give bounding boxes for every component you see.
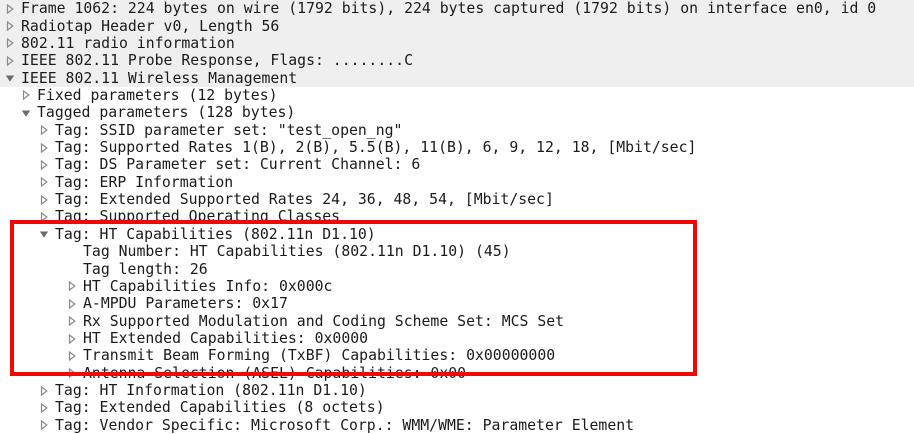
tree-row-label: A-MPDU Parameters: 0x17 bbox=[83, 295, 288, 313]
expander-collapsed-icon[interactable] bbox=[4, 54, 21, 67]
tree-row-label: Tag length: 26 bbox=[83, 260, 208, 278]
tree-row[interactable]: Tag: DS Parameter set: Current Channel: … bbox=[0, 156, 914, 173]
tree-row-label: Tag: Extended Capabilities (8 octets) bbox=[55, 399, 385, 417]
tree-row[interactable]: Tag: ERP Information bbox=[0, 174, 914, 191]
expander-expanded-icon[interactable] bbox=[38, 228, 55, 241]
tree-row[interactable]: Tag: Vendor Specific: Microsoft Corp.: W… bbox=[0, 417, 914, 434]
tree-row[interactable]: HT Capabilities Info: 0x000c bbox=[0, 278, 914, 295]
expander-collapsed-icon[interactable] bbox=[66, 332, 83, 345]
tree-row[interactable]: Tag: SSID parameter set: "test_open_ng" bbox=[0, 122, 914, 139]
expander-collapsed-icon[interactable] bbox=[38, 158, 55, 171]
tree-row[interactable]: Tag: HT Information (802.11n D1.10) bbox=[0, 382, 914, 399]
tree-row-label: Radiotap Header v0, Length 56 bbox=[21, 17, 280, 35]
tree-row[interactable]: Tag: Supported Operating Classes bbox=[0, 208, 914, 225]
tree-row-label: HT Extended Capabilities: 0x0000 bbox=[83, 330, 369, 347]
tree-row[interactable]: Antenna Selection (ASEL) Capabilities: 0… bbox=[0, 365, 914, 382]
expander-collapsed-icon[interactable] bbox=[4, 2, 21, 15]
tree-row-label: Fixed parameters (12 bytes) bbox=[37, 86, 278, 104]
expander-collapsed-icon[interactable] bbox=[66, 367, 83, 380]
tree-row-label: 802.11 radio information bbox=[21, 34, 235, 52]
tree-row[interactable]: Tag Number: HT Capabilities (802.11n D1.… bbox=[0, 243, 914, 260]
tree-row[interactable]: Transmit Beam Forming (TxBF) Capabilitie… bbox=[0, 347, 914, 364]
tree-row-label: Tag: Supported Operating Classes bbox=[55, 208, 341, 226]
tree-row-label: Tag: Vendor Specific: Microsoft Corp.: W… bbox=[55, 416, 635, 434]
tree-row[interactable]: Fixed parameters (12 bytes) bbox=[0, 87, 914, 104]
tree-row-label: IEEE 802.11 Probe Response, Flags: .....… bbox=[21, 52, 413, 70]
expander-expanded-icon[interactable] bbox=[20, 106, 37, 119]
tree-row[interactable]: IEEE 802.11 Wireless Management bbox=[0, 69, 914, 87]
tree-row-label: Tag: ERP Information bbox=[55, 173, 234, 191]
tree-row[interactable]: 802.11 radio information bbox=[0, 34, 914, 53]
expander-expanded-icon[interactable] bbox=[4, 72, 21, 85]
expander-collapsed-icon[interactable] bbox=[66, 297, 83, 310]
tree-row[interactable]: IEEE 802.11 Probe Response, Flags: .....… bbox=[0, 52, 914, 70]
tree-row[interactable]: Tag: HT Capabilities (802.11n D1.10) bbox=[0, 226, 914, 243]
tree-row-label: Transmit Beam Forming (TxBF) Capabilitie… bbox=[83, 347, 556, 365]
tree-row-label: Tag: Extended Supported Rates 24, 36, 48… bbox=[55, 191, 554, 209]
tree-row[interactable]: Tag: Extended Capabilities (8 octets) bbox=[0, 399, 914, 416]
expander-collapsed-icon[interactable] bbox=[38, 141, 55, 154]
tree-row-label: Tag: SSID parameter set: "test_open_ng" bbox=[55, 121, 403, 139]
expander-collapsed-icon[interactable] bbox=[4, 20, 21, 33]
expander-collapsed-icon[interactable] bbox=[4, 37, 21, 50]
tree-row-label: Tag: DS Parameter set: Current Channel: … bbox=[55, 156, 421, 174]
expander-collapsed-icon[interactable] bbox=[38, 210, 55, 223]
tree-row[interactable]: Frame 1062: 224 bytes on wire (1792 bits… bbox=[0, 0, 914, 18]
tree-row-label: Antenna Selection (ASEL) Capabilities: 0… bbox=[83, 364, 467, 382]
expander-collapsed-icon[interactable] bbox=[38, 384, 55, 397]
tree-row-label: Frame 1062: 224 bytes on wire (1792 bits… bbox=[21, 0, 877, 18]
tree-row[interactable]: Tag: Supported Rates 1(B), 2(B), 5.5(B),… bbox=[0, 139, 914, 156]
tree-row-label: Tagged parameters (128 bytes) bbox=[37, 104, 296, 122]
expander-collapsed-icon[interactable] bbox=[20, 89, 37, 102]
tree-row[interactable]: Tag: Extended Supported Rates 24, 36, 48… bbox=[0, 191, 914, 208]
expander-collapsed-icon[interactable] bbox=[38, 176, 55, 189]
expander-spacer bbox=[66, 263, 83, 276]
expander-collapsed-icon[interactable] bbox=[38, 401, 55, 414]
expander-collapsed-icon[interactable] bbox=[38, 124, 55, 137]
tree-row[interactable]: Tagged parameters (128 bytes) bbox=[0, 104, 914, 121]
tree-row-label: HT Capabilities Info: 0x000c bbox=[83, 277, 333, 295]
tree-row-label: Tag Number: HT Capabilities (802.11n D1.… bbox=[83, 243, 511, 261]
tree-row-label: IEEE 802.11 Wireless Management bbox=[21, 69, 298, 87]
tree-row-label: Tag: HT Capabilities (802.11n D1.10) bbox=[55, 225, 376, 243]
tree-row[interactable]: HT Extended Capabilities: 0x0000 bbox=[0, 330, 914, 347]
expander-collapsed-icon[interactable] bbox=[38, 419, 55, 432]
expander-spacer bbox=[66, 245, 83, 258]
tree-row[interactable]: Tag length: 26 bbox=[0, 260, 914, 278]
expander-collapsed-icon[interactable] bbox=[66, 280, 83, 293]
tree-row-label: Tag: Supported Rates 1(B), 2(B), 5.5(B),… bbox=[55, 139, 697, 157]
expander-collapsed-icon[interactable] bbox=[38, 193, 55, 206]
expander-collapsed-icon[interactable] bbox=[66, 315, 83, 328]
tree-row[interactable]: A-MPDU Parameters: 0x17 bbox=[0, 295, 914, 312]
tree-row[interactable]: Radiotap Header v0, Length 56 bbox=[0, 17, 914, 35]
tree-row-label: Rx Supported Modulation and Coding Schem… bbox=[83, 312, 565, 330]
tree-row[interactable]: Rx Supported Modulation and Coding Schem… bbox=[0, 312, 914, 330]
expander-collapsed-icon[interactable] bbox=[66, 349, 83, 362]
tree-row-label: Tag: HT Information (802.11n D1.10) bbox=[55, 382, 367, 400]
